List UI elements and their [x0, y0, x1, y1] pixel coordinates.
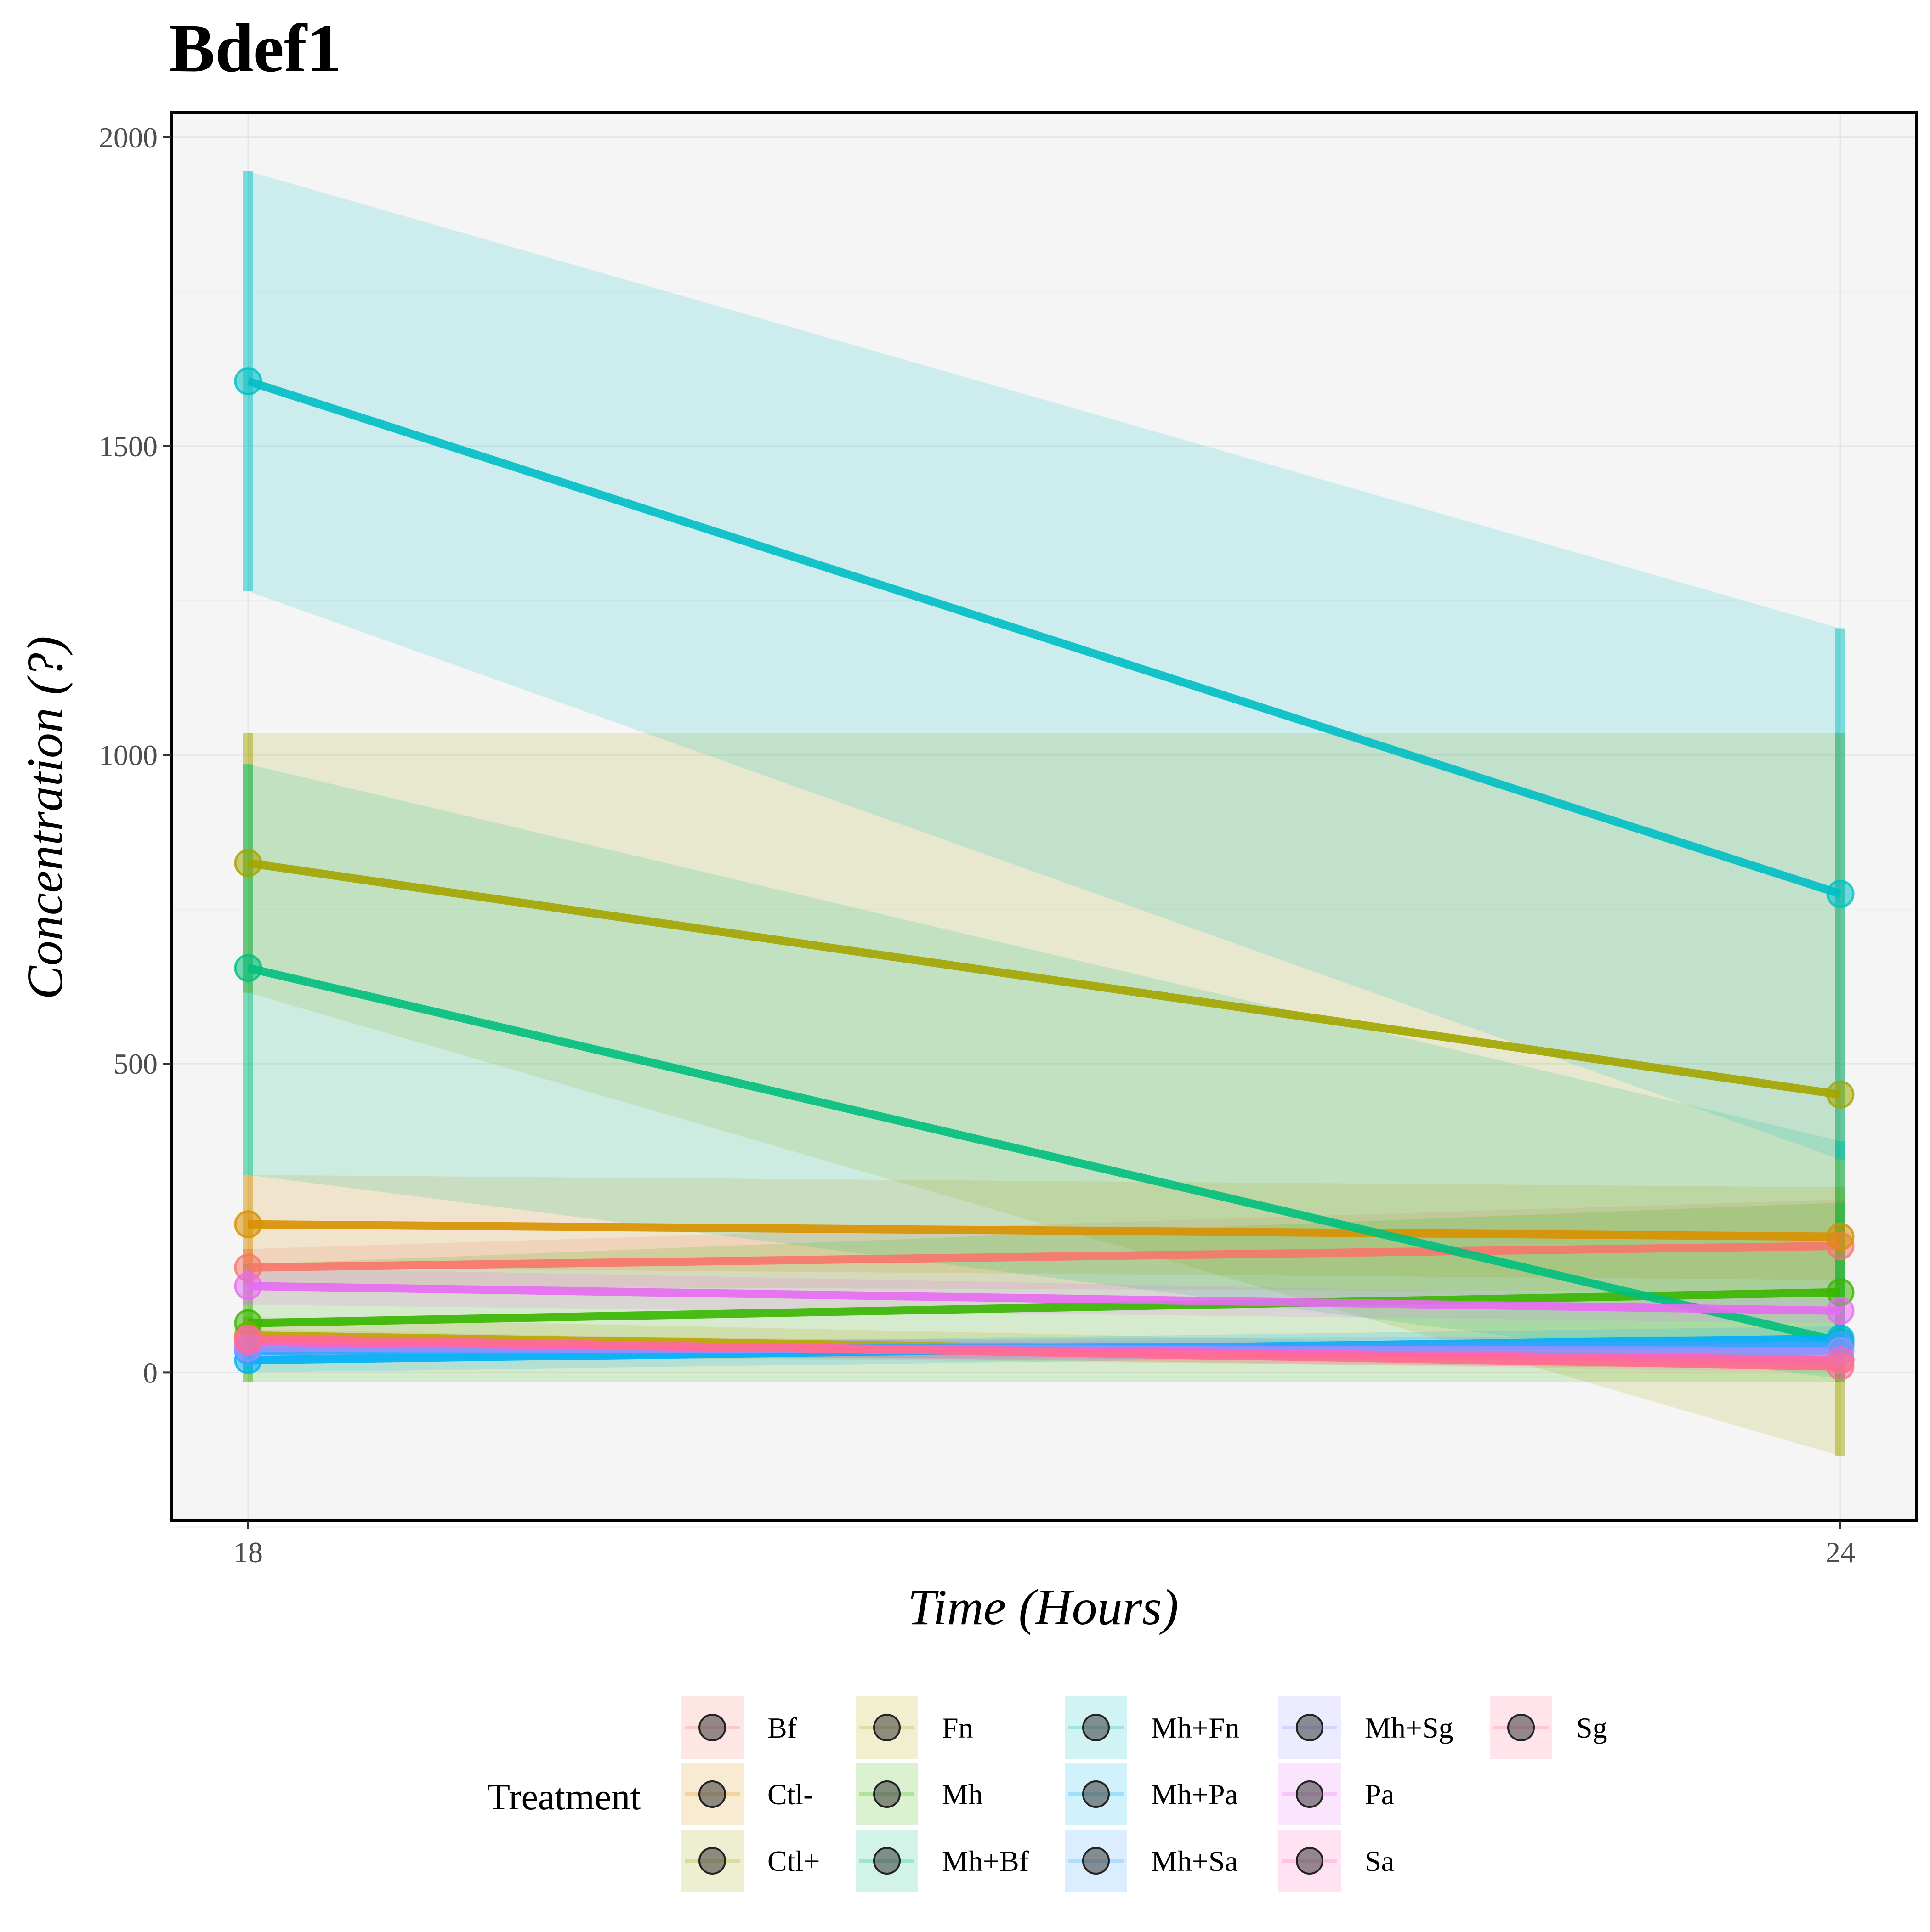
y-tick-label: 1000 [99, 739, 158, 771]
legend-label-pa: Pa [1365, 1778, 1394, 1811]
series-line-mh-bf [247, 964, 1842, 1346]
data-point-ctl- [1826, 1223, 1855, 1251]
y-tick-label: 2000 [99, 121, 158, 154]
x-axis-title: Time (Hours) [908, 1579, 1179, 1635]
legend-label-sg: Sg [1576, 1711, 1607, 1744]
legend-label-mh-fn: Mh+Fn [1151, 1711, 1240, 1744]
legend-key-fn [854, 1694, 920, 1761]
y-tick-label: 1500 [99, 430, 158, 463]
series-points [234, 367, 1855, 1381]
legend-label-bf: Bf [767, 1711, 797, 1744]
legend-title: Treatment [487, 1776, 641, 1818]
confidence-band-mh-fn [248, 171, 1840, 1160]
legend: Treatment Bf Ctl- Ctl+ Fn Mh Mh+Bf Mh+Fn Mh+Pa M… [487, 1694, 1607, 1894]
legend-key-point-pa [1296, 1780, 1323, 1808]
series-line-sg [248, 1334, 1841, 1371]
legend-label-fn: Fn [942, 1711, 973, 1744]
legend-label-ctl-: Ctl- [767, 1778, 813, 1811]
legend-key-point-bf [698, 1714, 726, 1741]
plot-border [170, 111, 1918, 1522]
series-line-pa [248, 1282, 1841, 1315]
chart-title: Bdef1 [169, 10, 341, 86]
legend-label-mh: Mh [942, 1778, 983, 1811]
y-tick-label: 500 [114, 1048, 158, 1080]
y-axis-title: Concentration (?) [17, 636, 73, 999]
legend-key-point-mh-pa [1082, 1780, 1110, 1808]
series-line-bf [248, 1241, 1841, 1272]
data-point-ctl- [234, 849, 262, 877]
legend-key-point-ctl- [698, 1780, 726, 1808]
legend-label-mh-pa: Mh+Pa [1151, 1778, 1238, 1811]
legend-key-point-sa [1296, 1847, 1323, 1875]
series-line-mh [248, 1288, 1841, 1327]
legend-key-point-fn [873, 1714, 901, 1741]
legend-key-point-mh-sg [1296, 1714, 1323, 1741]
legend-label-mh-sg: Mh+Sg [1365, 1711, 1453, 1744]
legend-key-point-mh-sa [1082, 1847, 1110, 1875]
series-line-mh-fn [247, 377, 1842, 898]
legend-label-mh-bf: Mh+Bf [942, 1845, 1029, 1877]
legend-key-point-mh-bf [873, 1847, 901, 1875]
legend-key-point-mh-fn [1082, 1714, 1110, 1741]
confidence-band-ctl- [248, 733, 1840, 1456]
data-point-sg [1826, 1352, 1855, 1381]
confidence-band-bf [248, 1199, 1840, 1292]
legend-label-mh-sa: Mh+Sa [1151, 1845, 1238, 1877]
legend-key-sg [1488, 1694, 1554, 1761]
data-point-pa [234, 1272, 262, 1300]
legend-key-point-sg [1507, 1714, 1535, 1741]
y-tick-label: 0 [143, 1356, 158, 1389]
data-point-ctl- [234, 1210, 262, 1239]
data-point-pa [1826, 1297, 1855, 1325]
x-tick-label: 24 [1826, 1536, 1855, 1569]
data-point-sg [234, 1324, 262, 1353]
legend-key-point-mh [873, 1780, 901, 1808]
legend-label-ctl-: Ctl+ [767, 1845, 820, 1877]
series-line-ctl- [247, 859, 1841, 1099]
data-point-mh-fn [1826, 880, 1855, 908]
series-line-ctl- [248, 1220, 1841, 1241]
legend-key-point-ctl- [698, 1847, 726, 1875]
data-point-mh-fn [234, 367, 262, 396]
x-axis: 18 24 [233, 1521, 1855, 1569]
legend-label-sa: Sa [1365, 1845, 1394, 1877]
data-point-ctl- [1826, 1080, 1855, 1109]
x-tick-label: 18 [233, 1536, 263, 1569]
y-axis: 0 500 1000 1500 2000 [99, 121, 171, 1389]
series-lines [247, 377, 1842, 1371]
data-point-mh-bf [234, 954, 262, 982]
